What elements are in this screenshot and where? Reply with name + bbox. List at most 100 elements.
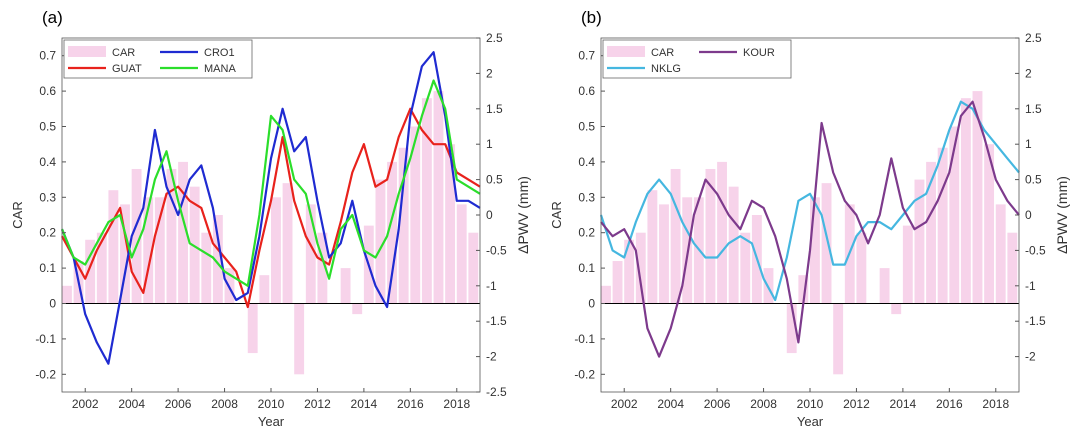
car-bar bbox=[949, 126, 960, 304]
y-tick-label: 0 bbox=[588, 297, 595, 311]
car-bar bbox=[972, 91, 983, 304]
x-tick-label: 2014 bbox=[351, 397, 378, 411]
legend-label: GUAT bbox=[112, 63, 142, 75]
car-bar bbox=[879, 268, 890, 304]
legend-box bbox=[602, 39, 792, 79]
car-bar bbox=[670, 168, 681, 304]
car-bar bbox=[810, 197, 820, 304]
car-bar bbox=[740, 232, 751, 304]
car-bar bbox=[914, 179, 925, 304]
legend-label: NKLG bbox=[651, 63, 681, 75]
y-tick-label: 0.4 bbox=[39, 155, 56, 169]
car-bar bbox=[340, 268, 351, 304]
car-bar bbox=[856, 232, 867, 304]
car-bar bbox=[995, 204, 1006, 304]
y-tick-label: 0.7 bbox=[39, 49, 56, 63]
x-axis-label: Year bbox=[258, 414, 285, 429]
car-bar bbox=[96, 232, 107, 304]
y-tick-label: -0.1 bbox=[35, 332, 56, 346]
x-tick-label: 2004 bbox=[118, 397, 145, 411]
car-bar bbox=[891, 303, 902, 315]
car-bar bbox=[612, 261, 623, 304]
legend-label: CRO1 bbox=[204, 47, 235, 59]
car-bar bbox=[601, 285, 611, 304]
y-tick-label: 0.5 bbox=[39, 120, 56, 134]
car-bar bbox=[984, 144, 995, 304]
y-tick-label: 0.1 bbox=[578, 261, 595, 275]
car-bar bbox=[294, 303, 305, 375]
car-bar bbox=[705, 168, 716, 304]
y2-tick-label: 0.5 bbox=[1025, 173, 1042, 187]
car-bar bbox=[143, 197, 154, 304]
car-bar bbox=[85, 239, 96, 304]
y-axis-label: CAR bbox=[10, 201, 25, 228]
series-line-guat bbox=[61, 107, 481, 309]
y2-axis-label: ΔPWV (mm) bbox=[515, 176, 531, 254]
car-bar bbox=[624, 239, 635, 304]
y-tick-label: 0.5 bbox=[578, 120, 595, 134]
x-tick-label: 2014 bbox=[890, 397, 917, 411]
x-axis-label: Year bbox=[797, 414, 824, 429]
car-bar bbox=[960, 98, 971, 304]
y-axis-label: CAR bbox=[549, 201, 564, 228]
x-tick-label: 2016 bbox=[936, 397, 963, 411]
x-tick-label: 2016 bbox=[397, 397, 424, 411]
car-bar bbox=[821, 183, 832, 304]
y-tick-label: 0.4 bbox=[578, 155, 595, 169]
y-tick-label: -0.2 bbox=[574, 367, 595, 381]
car-bar bbox=[178, 161, 188, 304]
car-bar bbox=[728, 186, 739, 304]
y-tick-label: -0.1 bbox=[574, 332, 595, 346]
y2-tick-label: -1 bbox=[1025, 279, 1036, 293]
y-tick-label: 0.3 bbox=[39, 190, 56, 204]
x-tick-label: 2002 bbox=[611, 397, 638, 411]
legend-label: KOUR bbox=[743, 47, 775, 59]
car-bar bbox=[635, 232, 646, 304]
car-bar bbox=[937, 147, 948, 304]
car-bar bbox=[282, 183, 293, 304]
y2-tick-label: 0.5 bbox=[486, 173, 503, 187]
car-bar bbox=[131, 168, 142, 304]
legend-label: CAR bbox=[651, 47, 674, 59]
car-bar bbox=[305, 204, 316, 304]
y2-tick-label: 0 bbox=[1025, 208, 1032, 222]
legend: CAR GUAT CRO1 MANA bbox=[63, 39, 253, 79]
x-tick-label: 2008 bbox=[750, 397, 777, 411]
legend-swatch-car bbox=[607, 46, 645, 57]
y2-axis-label: ΔPWV (mm) bbox=[1054, 176, 1070, 254]
car-bar bbox=[271, 197, 281, 304]
car-bar bbox=[212, 215, 223, 304]
car-bar bbox=[421, 98, 432, 304]
y-tick-label: 0 bbox=[49, 297, 56, 311]
y-tick-label: -0.2 bbox=[35, 367, 56, 381]
chart-a: 2002 2004 2006 2008 2010 2012 2014 2016 2018-0.2… bbox=[10, 31, 531, 429]
car-bar bbox=[410, 126, 421, 304]
y2-tick-label: 1 bbox=[486, 137, 493, 151]
car-bar bbox=[154, 197, 165, 304]
car-bar bbox=[247, 303, 258, 354]
car-bar bbox=[398, 147, 409, 304]
y-tick-label: 0.7 bbox=[578, 49, 595, 63]
car-bar bbox=[108, 190, 119, 304]
car-bar bbox=[352, 303, 363, 315]
y-tick-label: 0.2 bbox=[578, 226, 595, 240]
legend-swatch-car bbox=[68, 46, 106, 57]
series-line-nklg bbox=[599, 100, 1020, 302]
x-tick-label: 2004 bbox=[657, 397, 684, 411]
car-bar bbox=[786, 303, 797, 354]
x-tick-label: 2018 bbox=[982, 397, 1009, 411]
series-line-mana bbox=[60, 79, 481, 287]
panel-a: (a) 2002 2004 2006 2008 2010 2012 2014 2016 2018… bbox=[10, 8, 531, 429]
car-bar bbox=[926, 161, 936, 304]
car-bar bbox=[445, 144, 456, 304]
x-tick-label: 2008 bbox=[211, 397, 238, 411]
y2-tick-label: -0.5 bbox=[1025, 243, 1046, 257]
car-bar bbox=[1007, 232, 1018, 304]
y2-tick-label: -2 bbox=[486, 350, 497, 364]
car-bars bbox=[601, 91, 1018, 375]
x-tick-label: 2006 bbox=[704, 397, 731, 411]
y2-tick-label: 1 bbox=[1025, 137, 1032, 151]
chart-b: 2002 2004 2006 2008 2010 2012 2014 2016 2018-0.2… bbox=[549, 31, 1070, 429]
car-bar bbox=[62, 285, 72, 304]
y2-tick-label: 2 bbox=[1025, 66, 1032, 80]
